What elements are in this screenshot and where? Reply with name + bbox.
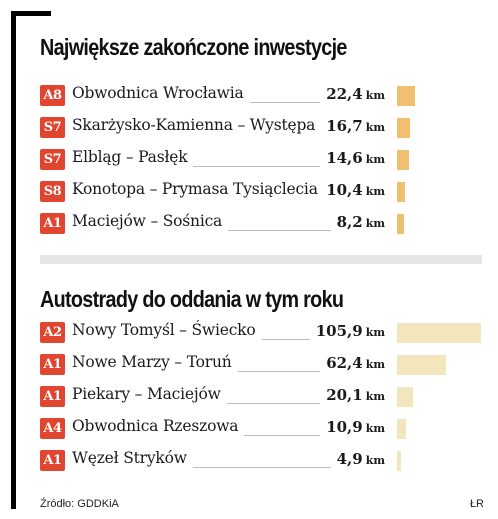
category-label: Skarżysko-Kamienna – Występa: [72, 116, 316, 134]
value-unit: km: [365, 422, 385, 435]
value-number: 4,9: [336, 450, 363, 468]
leader-line: [249, 102, 321, 103]
value-number: 20,1: [326, 386, 363, 404]
value-unit: km: [365, 217, 385, 230]
data-bar: [397, 355, 446, 375]
road-badge: S8: [40, 181, 65, 202]
road-badge: A2: [40, 322, 65, 343]
value-label: 62,4 km: [326, 353, 385, 372]
value-unit: km: [365, 454, 385, 467]
value-label: 22,4 km: [326, 84, 385, 103]
chart-title-motorways: Autostrady do oddania w tym roku: [40, 286, 344, 312]
value-label: 16,7 km: [326, 116, 385, 135]
value-label: 8,2 km: [337, 212, 385, 231]
value-number: 16,7: [326, 117, 363, 135]
category-label: Nowy Tomyśl – Świecko: [72, 321, 256, 339]
category-label: Piekary – Maciejów: [72, 385, 221, 403]
category-label: Węzeł Stryków: [72, 449, 187, 467]
chart-row: A1 Maciejów – Sośnica 8,2 km: [40, 211, 490, 235]
value-unit: km: [365, 121, 385, 134]
value-number: 105,9: [315, 322, 363, 340]
value-unit: km: [365, 89, 385, 102]
value-number: 62,4: [326, 354, 363, 372]
chart-row: A1 Nowe Marzy – Toruń 62,4 km: [40, 352, 490, 376]
chart-row: S7 Elbląg – Pasłęk 14,6 km: [40, 147, 490, 171]
data-bar: [397, 323, 481, 343]
category-label: Nowe Marzy – Toruń: [72, 353, 232, 371]
road-badge: S7: [40, 149, 65, 170]
leader-line: [228, 230, 331, 231]
data-bar: [397, 150, 409, 170]
value-unit: km: [365, 185, 385, 198]
category-label: Obwodnica Rzeszowa: [72, 417, 239, 435]
data-bar: [397, 451, 401, 471]
road-badge: A1: [40, 213, 65, 234]
value-label: 10,4 km: [326, 180, 385, 199]
road-badge: A4: [40, 418, 65, 439]
road-badge: A1: [40, 450, 65, 471]
value-number: 22,4: [326, 85, 363, 103]
category-label: Maciejów – Sośnica: [72, 212, 223, 230]
frame-top-border: [11, 11, 51, 16]
road-badge: A8: [40, 85, 65, 106]
road-badge: A1: [40, 354, 65, 375]
frame-left-border: [11, 11, 16, 509]
data-bar: [397, 182, 405, 202]
chart-row: A4 Obwodnica Rzeszowa 10,9 km: [40, 416, 490, 440]
section-divider: [40, 255, 482, 264]
value-label: 14,6 km: [326, 148, 385, 167]
value-label: 4,9 km: [337, 449, 385, 468]
value-number: 8,2: [336, 213, 363, 231]
leader-line: [226, 403, 321, 404]
leader-line: [261, 339, 310, 340]
chart-row: A1 Węzeł Stryków 4,9 km: [40, 448, 490, 472]
value-number: 10,4: [326, 181, 363, 199]
value-unit: km: [365, 153, 385, 166]
source-note: Źródło: GDDKiA: [40, 498, 119, 510]
road-badge: A1: [40, 386, 65, 407]
road-badge: S7: [40, 117, 65, 138]
leader-line: [244, 435, 321, 436]
value-unit: km: [365, 358, 385, 371]
chart-row: A1 Piekary – Maciejów 20,1 km: [40, 384, 490, 408]
chart-row: S7 Skarżysko-Kamienna – Występa 16,7 km: [40, 115, 490, 139]
value-label: 10,9 km: [326, 417, 385, 436]
data-bar: [397, 214, 404, 234]
value-label: 105,9 km: [316, 321, 385, 340]
leader-line: [193, 166, 321, 167]
value-unit: km: [365, 326, 385, 339]
author-credit: ŁR: [469, 498, 484, 510]
data-bar: [397, 387, 413, 407]
value-label: 20,1 km: [326, 385, 385, 404]
value-unit: km: [365, 390, 385, 403]
value-number: 10,9: [326, 418, 363, 436]
chart-row: A8 Obwodnica Wrocławia 22,4 km: [40, 83, 490, 107]
chart-row: S8 Konotopa – Prymasa Tysiąclecia 10,4 km: [40, 179, 490, 203]
data-bar: [397, 86, 415, 106]
category-label: Elbląg – Pasłęk: [72, 148, 188, 166]
leader-line: [237, 371, 321, 372]
value-number: 14,6: [326, 149, 363, 167]
chart-title-completed: Największe zakończone inwestycje: [40, 34, 347, 60]
data-bar: [397, 419, 406, 439]
category-label: Konotopa – Prymasa Tysiąclecia: [72, 180, 318, 198]
chart-row: A2 Nowy Tomyśl – Świecko 105,9 km: [40, 320, 490, 344]
category-label: Obwodnica Wrocławia: [72, 84, 244, 102]
data-bar: [397, 118, 410, 138]
leader-line: [192, 467, 331, 468]
